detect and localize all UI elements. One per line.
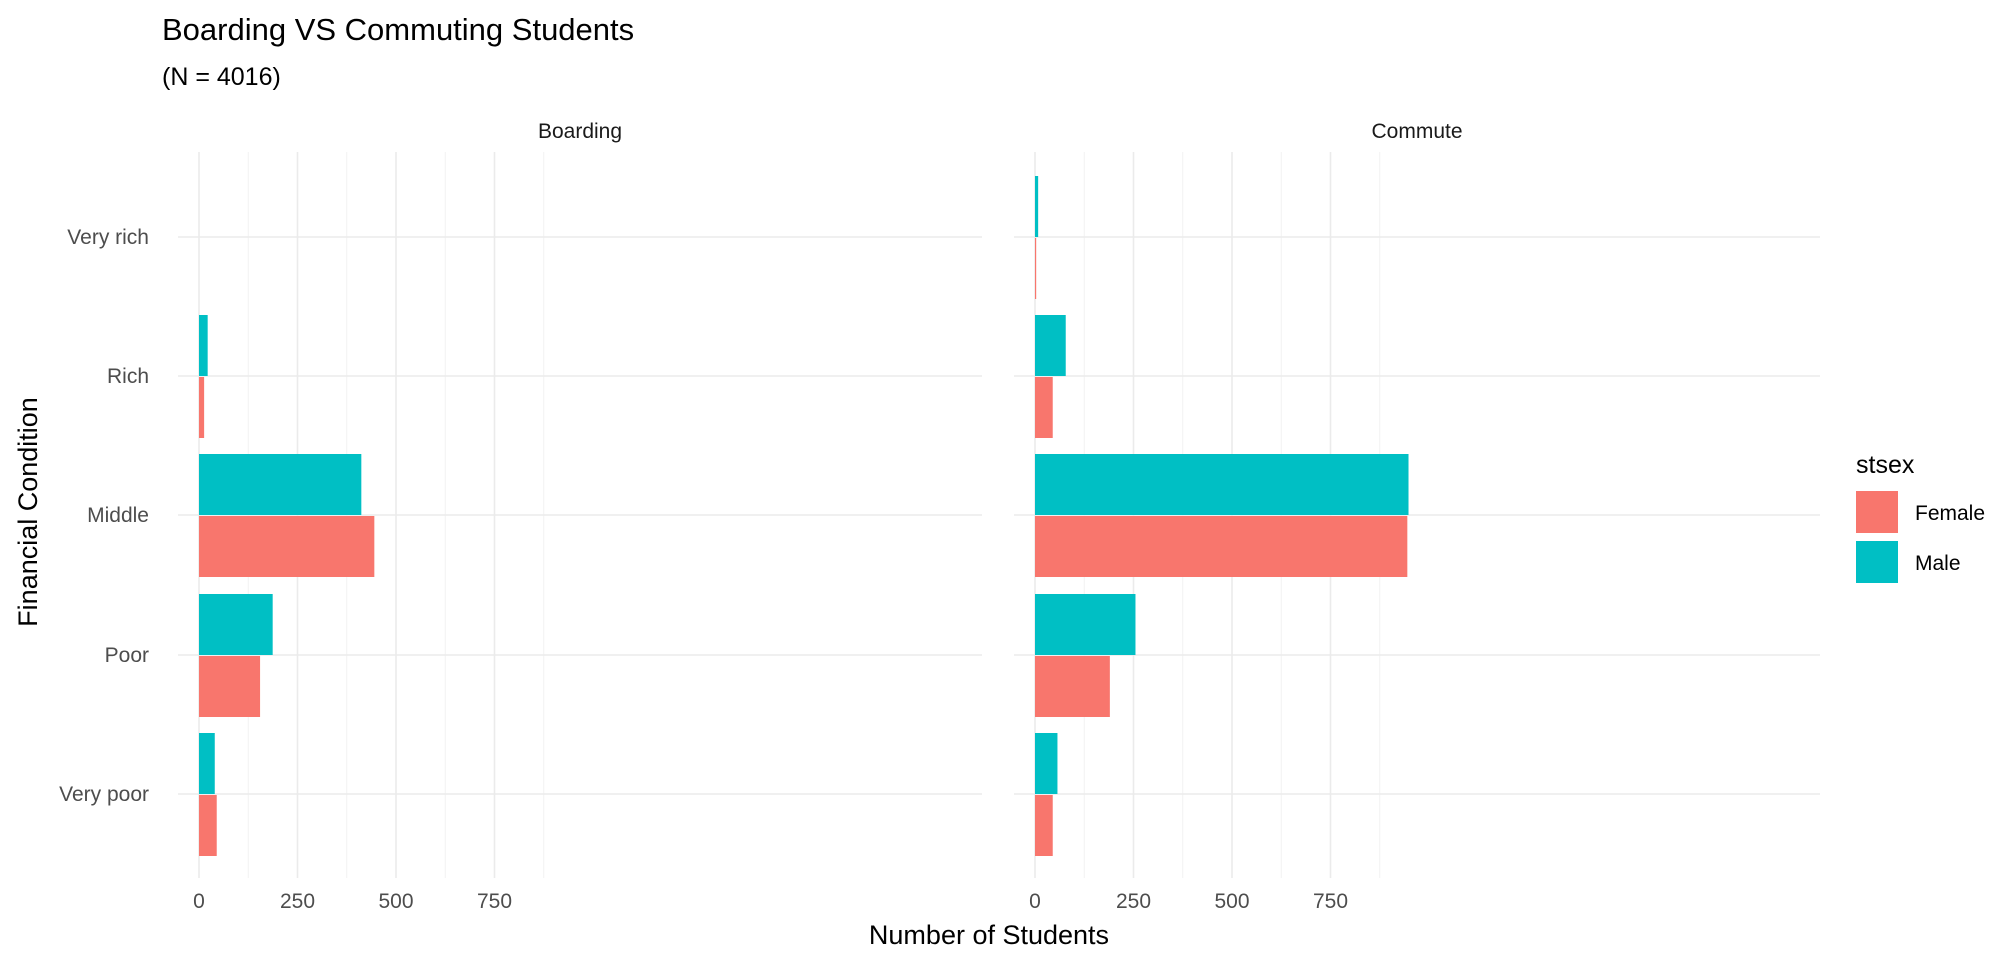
bar-boarding-female-rich: [199, 377, 204, 438]
facet-label-commute: Commute: [1371, 120, 1462, 143]
x-tick-label: 250: [280, 890, 315, 913]
bar-boarding-male-rich: [199, 315, 208, 376]
bar-commute-male-poor: [1035, 594, 1135, 655]
x-tick-label: 0: [1029, 890, 1041, 913]
x-tick-label: 500: [1214, 890, 1249, 913]
bar-boarding-female-very-poor: [199, 795, 217, 856]
bar-commute-male-rich: [1035, 315, 1066, 376]
bar-commute-male-middle: [1035, 454, 1409, 515]
legend-label-male: Male: [1915, 552, 1961, 575]
bar-boarding-female-poor: [199, 656, 260, 717]
y-tick-label: Very poor: [59, 783, 149, 806]
bar-commute-female-rich: [1035, 377, 1053, 438]
y-tick-label: Poor: [105, 644, 149, 667]
y-tick-label: Rich: [107, 365, 149, 388]
bar-commute-female-very-poor: [1035, 795, 1053, 856]
bar-commute-female-very-rich: [1035, 238, 1036, 299]
bar-commute-female-middle: [1035, 516, 1407, 577]
bar-commute-male-very-poor: [1035, 733, 1057, 794]
bar-boarding-male-very-poor: [199, 733, 215, 794]
legend-label-female: Female: [1915, 502, 1985, 525]
bar-commute-male-very-rich: [1035, 176, 1038, 237]
legend-key-male: [1856, 541, 1898, 583]
y-tick-label: Very rich: [67, 226, 149, 249]
bar-commute-female-poor: [1035, 656, 1110, 717]
chart-title: Boarding VS Commuting Students: [162, 12, 634, 47]
bar-boarding-male-poor: [199, 594, 273, 655]
x-tick-label: 250: [1116, 890, 1151, 913]
y-tick-label: Middle: [87, 504, 149, 527]
x-axis-title: Number of Students: [869, 920, 1109, 950]
bar-boarding-male-middle: [199, 454, 361, 515]
x-tick-label: 500: [378, 890, 413, 913]
y-axis-title: Financial Condition: [13, 397, 43, 627]
x-tick-label: 750: [1313, 890, 1348, 913]
chart-subtitle: (N = 4016): [162, 63, 281, 91]
facet-label-boarding: Boarding: [538, 120, 622, 143]
x-tick-label: 0: [193, 890, 205, 913]
legend-title: stsex: [1856, 451, 1915, 479]
legend-key-female: [1856, 491, 1898, 533]
x-tick-label: 750: [477, 890, 512, 913]
bar-boarding-female-middle: [199, 516, 374, 577]
